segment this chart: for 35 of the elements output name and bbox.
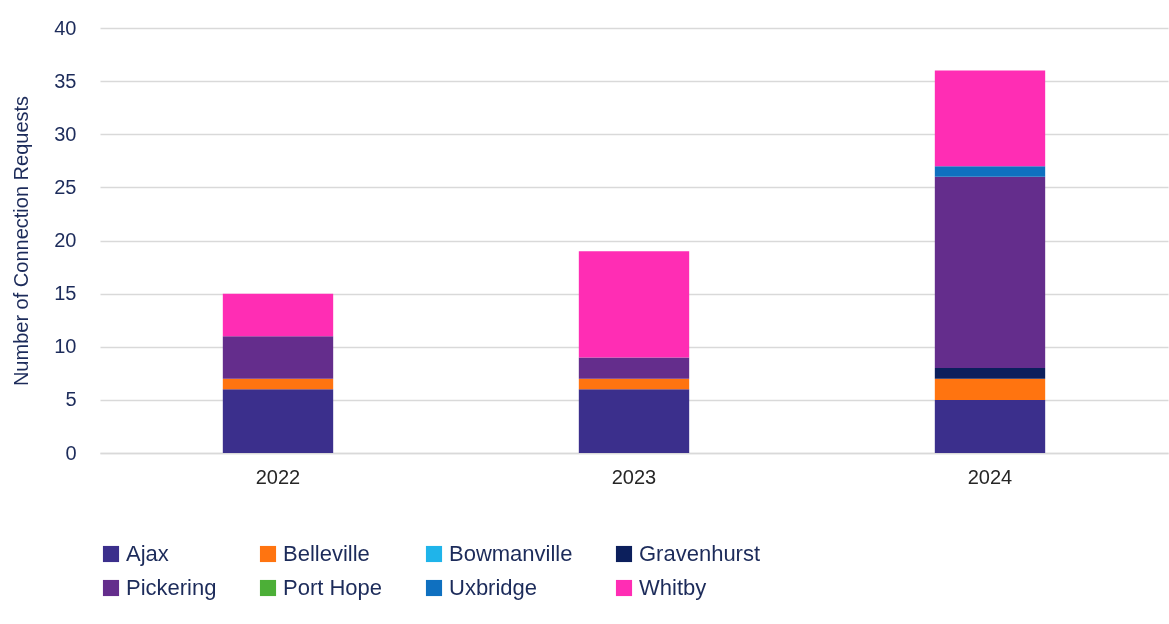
legend-label: Whitby xyxy=(639,575,707,600)
y-tick-label: 25 xyxy=(54,175,77,198)
bar xyxy=(578,251,690,358)
bar xyxy=(222,378,334,390)
bar xyxy=(934,166,1046,177)
y-tick-label: 35 xyxy=(54,69,77,92)
bar xyxy=(222,389,334,453)
y-tick-label: 20 xyxy=(54,229,77,251)
x-tick-label: 2022 xyxy=(255,465,301,488)
legend-label: Uxbridge xyxy=(449,575,538,600)
x-tick-label: 2024 xyxy=(967,465,1013,488)
legend-label: Bowmanville xyxy=(449,541,573,566)
y-tick-label: 30 xyxy=(54,122,77,145)
bar xyxy=(578,389,690,453)
y-tick-label: 0 xyxy=(65,441,77,464)
bar xyxy=(934,399,1046,453)
legend-label: Ajax xyxy=(126,541,169,566)
y-tick-label: 10 xyxy=(54,335,77,358)
bar xyxy=(578,378,690,390)
bar xyxy=(222,293,334,337)
y-tick-label: 5 xyxy=(65,388,77,411)
bar xyxy=(578,357,690,379)
y-tick-label: 15 xyxy=(54,282,77,305)
bar xyxy=(934,70,1046,167)
bar xyxy=(934,368,1046,379)
legend-label: Pickering xyxy=(126,575,217,600)
legend-label: Gravenhurst xyxy=(639,541,761,566)
x-tick-label: 2023 xyxy=(611,465,657,488)
bar xyxy=(934,378,1046,400)
legend-label: Belleville xyxy=(283,541,370,566)
legend-label: Port Hope xyxy=(283,575,383,600)
bar xyxy=(934,176,1046,368)
y-tick-label: 40 xyxy=(54,16,77,39)
y-axis-title: Number of Connection Requests xyxy=(10,95,33,387)
bar xyxy=(222,336,334,379)
